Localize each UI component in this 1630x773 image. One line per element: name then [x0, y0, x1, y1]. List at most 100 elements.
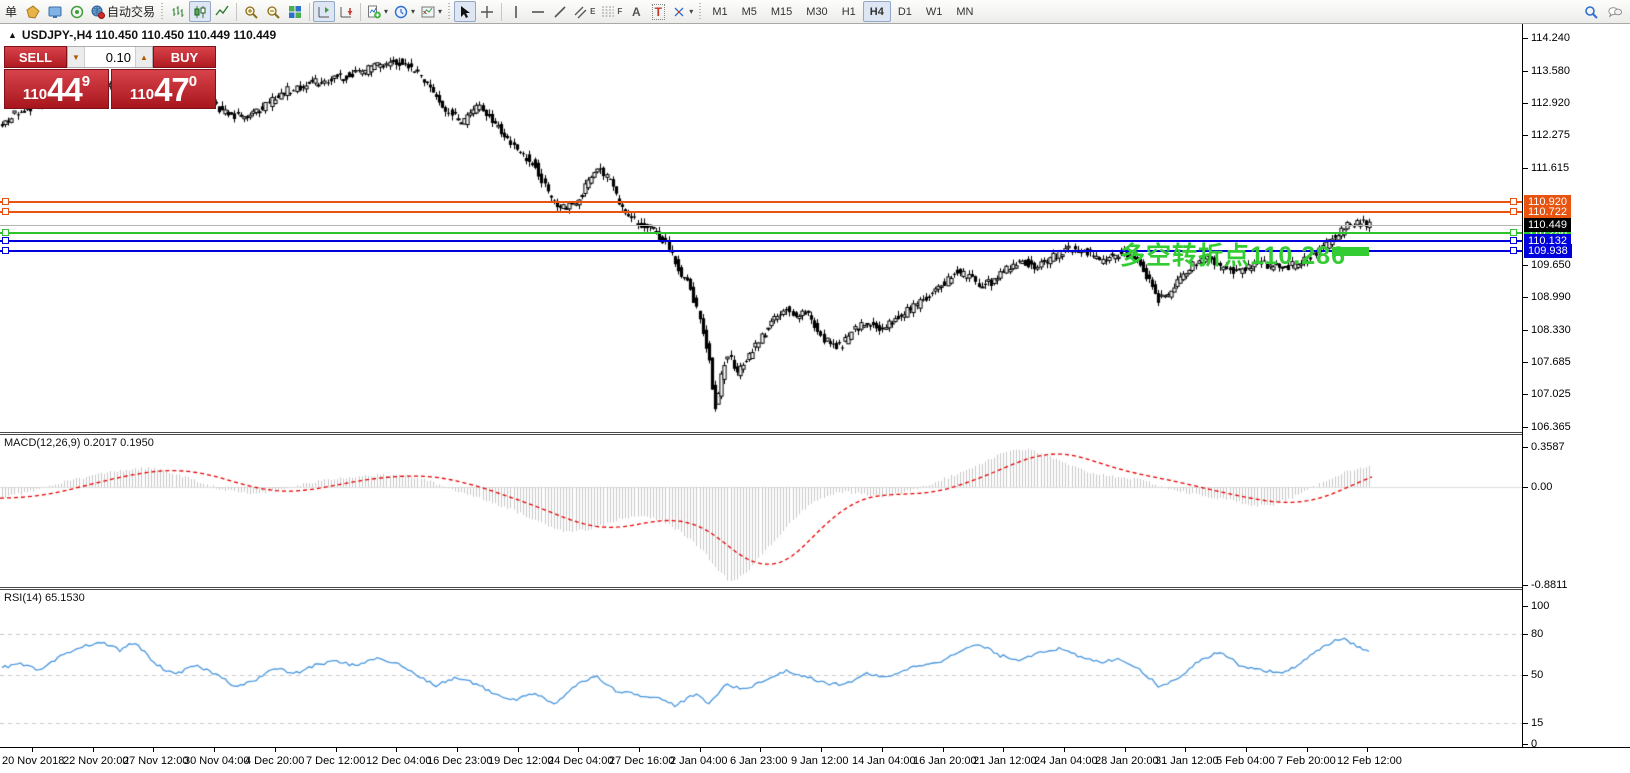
axis-tick-label: 106.365	[1531, 421, 1571, 433]
templates-button[interactable]: ▾	[418, 1, 445, 22]
periods-button[interactable]: ▾	[391, 1, 418, 22]
horizontal-line-110.920[interactable]	[0, 201, 1522, 203]
main-chart-canvas[interactable]	[0, 24, 1522, 433]
pane-separator[interactable]	[0, 432, 1522, 435]
timeframe-m30[interactable]: M30	[806, 5, 828, 18]
axis-tick-label: 107.685	[1531, 356, 1571, 368]
chat-icon[interactable]	[1608, 5, 1622, 19]
mql-community-icon[interactable]	[22, 1, 44, 22]
rsi-canvas[interactable]	[0, 590, 1522, 747]
time-axis[interactable]: 20 Nov 2018 22 Nov 20:00 27 Nov 12:00 30 No…	[0, 747, 1630, 773]
text-tool-button[interactable]: A	[625, 1, 647, 22]
time-axis-tick	[760, 748, 761, 752]
axis-tick-label: 113.580	[1531, 65, 1570, 77]
time-axis-label: 6 Jan 23:00	[730, 755, 788, 767]
turning-point-annotation[interactable]: 多空转折点110.286	[1120, 242, 1346, 270]
symbol-ohlc-row: ▲ USDJPY-,H4 110.450 110.450 110.449 110…	[4, 27, 276, 43]
trendline-tool-button[interactable]	[549, 1, 571, 22]
text-label-tool-button[interactable]: T	[647, 1, 669, 22]
search-icon[interactable]	[1584, 5, 1598, 19]
time-axis-tick	[214, 748, 215, 752]
line-handle[interactable]	[1510, 208, 1517, 215]
zoom-in-button[interactable]	[240, 1, 262, 22]
buy-price-prefix: 110	[129, 86, 155, 103]
volume-decrease-button[interactable]: ▼	[68, 47, 85, 67]
timeframe-m15[interactable]: M15	[770, 5, 793, 18]
line-chart-button[interactable]	[211, 1, 233, 22]
green-highlight-rectangle[interactable]	[1332, 247, 1369, 256]
line-handle[interactable]	[2, 237, 9, 244]
line-handle[interactable]	[2, 247, 9, 254]
axis-tick-mark	[1523, 297, 1528, 298]
pane-separator[interactable]	[0, 587, 1522, 590]
timeframe-w1[interactable]: W1	[925, 5, 943, 18]
time-axis-label: 30 Nov 04:00	[184, 755, 250, 767]
timeframe-m5[interactable]: M5	[741, 5, 757, 18]
collapse-triangle-icon[interactable]: ▲	[8, 30, 17, 40]
candlestick-chart-button[interactable]	[189, 1, 212, 22]
axis-tick-label: 107.025	[1531, 388, 1571, 400]
macd-canvas[interactable]	[0, 435, 1522, 588]
timeframe-m1[interactable]: M1	[712, 5, 728, 18]
axis-tick-mark	[1523, 362, 1528, 363]
horizontal-line-110.132[interactable]	[0, 240, 1522, 242]
zoom-out-button[interactable]	[262, 1, 284, 22]
fibonacci-tool-button[interactable]: F	[598, 1, 625, 22]
channel-icon	[574, 6, 587, 18]
line-handle[interactable]	[2, 229, 9, 236]
buy-price-button[interactable]: 110 47 0	[111, 69, 216, 109]
line-handle[interactable]	[1510, 237, 1517, 244]
time-axis-label: 12 Feb 12:00	[1337, 755, 1402, 767]
vertical-line-tool-button[interactable]	[505, 1, 527, 22]
crosshair-tool-button[interactable]	[476, 1, 498, 22]
indicators-button[interactable]: ▾	[364, 1, 391, 22]
price-line-label: 110.449	[1524, 218, 1571, 232]
volume-increase-button[interactable]: ▲	[135, 47, 152, 67]
horizontal-line-109.938[interactable]	[0, 250, 1522, 252]
time-axis-label: 24 Jan 04:00	[1034, 755, 1098, 767]
new-order-button[interactable]: 单	[4, 5, 17, 19]
time-axis-tick	[1367, 748, 1368, 752]
bar-chart-button[interactable]	[167, 1, 189, 22]
time-axis-tick	[821, 748, 822, 752]
sell-price-button[interactable]: 110 44 9	[4, 69, 109, 109]
timeframe-d1[interactable]: D1	[897, 5, 912, 18]
buy-button[interactable]: BUY	[153, 46, 216, 68]
axis-tick-mark	[1523, 330, 1528, 331]
line-handle[interactable]	[2, 198, 9, 205]
clock-icon	[394, 5, 408, 18]
time-axis-tick	[336, 748, 337, 752]
line-handle[interactable]	[1510, 247, 1517, 254]
timeframe-h4[interactable]: H4	[862, 1, 891, 22]
market-watch-icon[interactable]	[44, 1, 66, 22]
signals-icon[interactable]	[66, 1, 88, 22]
auto-trading-button[interactable]: 自动交易	[88, 1, 158, 22]
axis-tick-mark	[1523, 265, 1528, 266]
horizontal-line-tool-button[interactable]	[527, 1, 549, 22]
crosshair-icon	[481, 5, 494, 18]
horizontal-line-110.722[interactable]	[0, 211, 1522, 213]
time-axis-label: 2 Jan 04:00	[670, 755, 728, 767]
axis-tick-label: 0.3587	[1531, 441, 1565, 453]
time-axis-tick	[93, 748, 94, 752]
cursor-tool-button[interactable]	[454, 1, 477, 22]
line-handle[interactable]	[1510, 229, 1517, 236]
sell-button[interactable]: SELL	[4, 46, 67, 68]
chevron-down-icon: ▾	[384, 7, 389, 16]
chart-shift-button[interactable]	[313, 1, 336, 22]
arrows-tool-button[interactable]: ▾	[669, 1, 696, 22]
axis-tick-label: 112.275	[1531, 129, 1570, 141]
price-axis[interactable]: 110.920 110.722 110.286 110.132 109.938 110.4…	[1522, 24, 1630, 750]
line-handle[interactable]	[1510, 198, 1517, 205]
equidistant-channel-tool-button[interactable]: E	[571, 1, 598, 22]
timeframe-mn[interactable]: MN	[956, 5, 974, 18]
auto-scroll-button[interactable]	[335, 1, 357, 22]
time-axis-tick	[32, 748, 33, 752]
timeframe-h1[interactable]: H1	[841, 5, 856, 18]
line-handle[interactable]	[2, 208, 9, 215]
time-axis-label: 16 Jan 20:00	[913, 755, 977, 767]
tile-windows-button[interactable]	[284, 1, 306, 22]
volume-input[interactable]: 0.10	[85, 47, 135, 67]
auto-scroll-icon	[340, 6, 353, 17]
horizontal-line-110.286[interactable]	[0, 232, 1522, 234]
